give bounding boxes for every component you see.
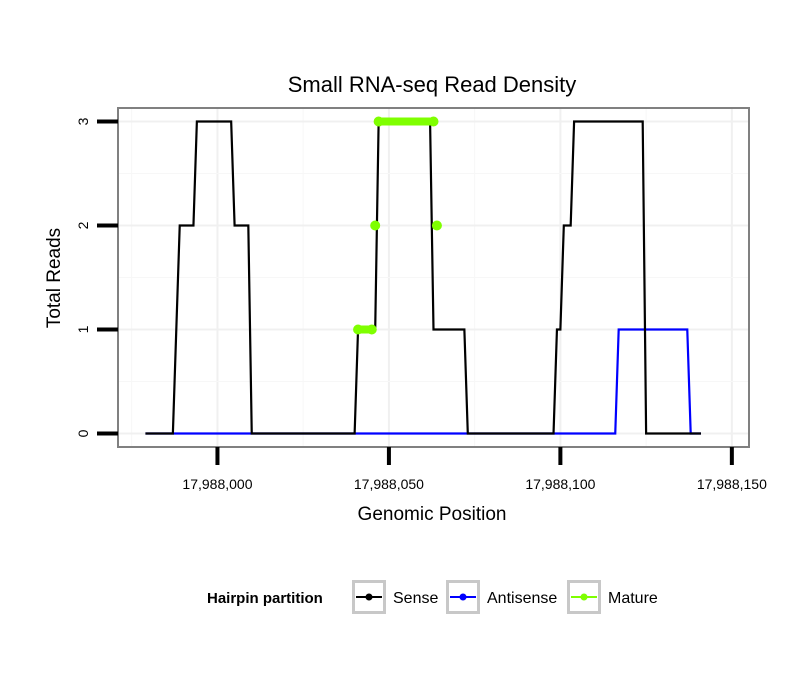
legend-entry-antisense: Antisense [446, 580, 557, 614]
legend: Hairpin partition Sense Antisense Mature [207, 580, 658, 614]
series-mature-point [366, 324, 377, 335]
series-mature-point [353, 324, 364, 335]
x-tick-label: 17,988,000 [182, 476, 252, 492]
y-tick-label: 2 [75, 221, 91, 229]
legend-key-point [580, 593, 588, 601]
legend-label: Sense [393, 590, 438, 607]
y-tick-label: 0 [75, 429, 91, 437]
x-tick-label: 17,988,150 [697, 476, 767, 492]
legend-label: Mature [608, 590, 658, 607]
series-mature-point [431, 220, 442, 231]
y-tick-label: 1 [75, 325, 91, 333]
series-mature-point [370, 220, 381, 231]
y-axis-title: Total Reads [44, 228, 65, 328]
y-axis-ticks: 0 1 2 3 [75, 117, 118, 437]
series-mature-point [428, 116, 439, 127]
x-tick-label: 17,988,100 [525, 476, 595, 492]
x-axis-ticks: 17,988,000 17,988,050 17,988,100 17,988,150 [182, 447, 767, 492]
legend-key-point [459, 593, 467, 601]
legend-key-point [365, 593, 373, 601]
x-tick-label: 17,988,050 [354, 476, 424, 492]
chart-title: Small RNA-seq Read Density [288, 72, 577, 97]
plot-border [117, 107, 750, 448]
legend-label: Antisense [487, 590, 557, 607]
legend-title: Hairpin partition [207, 590, 323, 607]
x-axis-title: Genomic Position [358, 504, 507, 525]
series-layer [145, 116, 701, 435]
legend-entry-mature: Mature [567, 580, 658, 614]
legend-entry-sense: Sense [352, 580, 438, 614]
series-mature-point [373, 116, 384, 127]
y-tick-label: 3 [75, 117, 91, 125]
